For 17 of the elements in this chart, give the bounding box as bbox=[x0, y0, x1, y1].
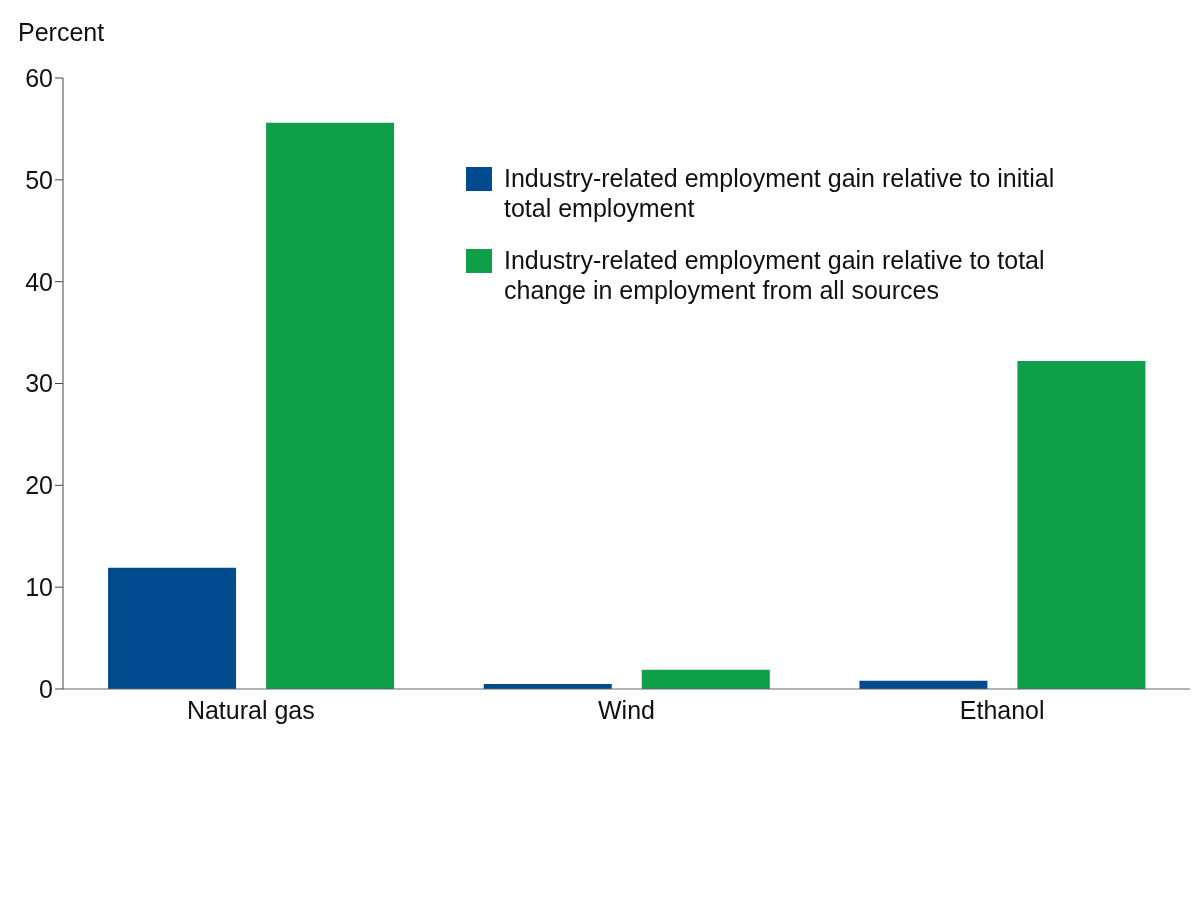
y-tick-label: 60 bbox=[25, 63, 53, 92]
bar bbox=[266, 122, 395, 689]
y-axis-title: Percent bbox=[18, 18, 105, 47]
y-tick-label: 20 bbox=[25, 471, 53, 500]
legend-label: Industry-related employment gain relative to initial total employment bbox=[504, 163, 1056, 223]
x-tick-label: Natural gas bbox=[186, 695, 315, 724]
y-tick-label: 0 bbox=[39, 674, 53, 703]
legend-label: Industry-related employment gain relative to total change in employment from all sources bbox=[504, 245, 1046, 305]
x-tick-label: Wind bbox=[598, 695, 655, 724]
bar bbox=[1017, 361, 1146, 689]
y-tick-label: 50 bbox=[25, 165, 53, 194]
y-tick-label: 10 bbox=[25, 573, 53, 602]
bar bbox=[108, 567, 237, 689]
y-tick-label: 30 bbox=[25, 369, 53, 398]
y-tick-label: 40 bbox=[25, 267, 53, 296]
x-tick-label: Ethanol bbox=[959, 695, 1045, 724]
bar bbox=[641, 669, 770, 689]
